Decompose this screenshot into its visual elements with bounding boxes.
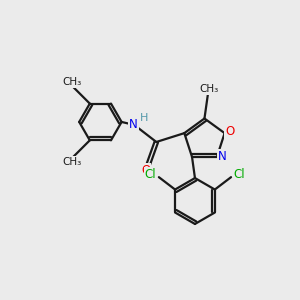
Text: O: O (225, 125, 235, 138)
Text: CH₃: CH₃ (62, 77, 82, 87)
Text: CH₃: CH₃ (200, 84, 219, 94)
Text: H: H (140, 113, 148, 123)
Text: Cl: Cl (145, 168, 156, 181)
Text: CH₃: CH₃ (62, 157, 82, 167)
Text: Cl: Cl (233, 168, 245, 181)
Text: O: O (141, 164, 150, 177)
Text: N: N (218, 150, 226, 163)
Text: N: N (129, 118, 138, 131)
